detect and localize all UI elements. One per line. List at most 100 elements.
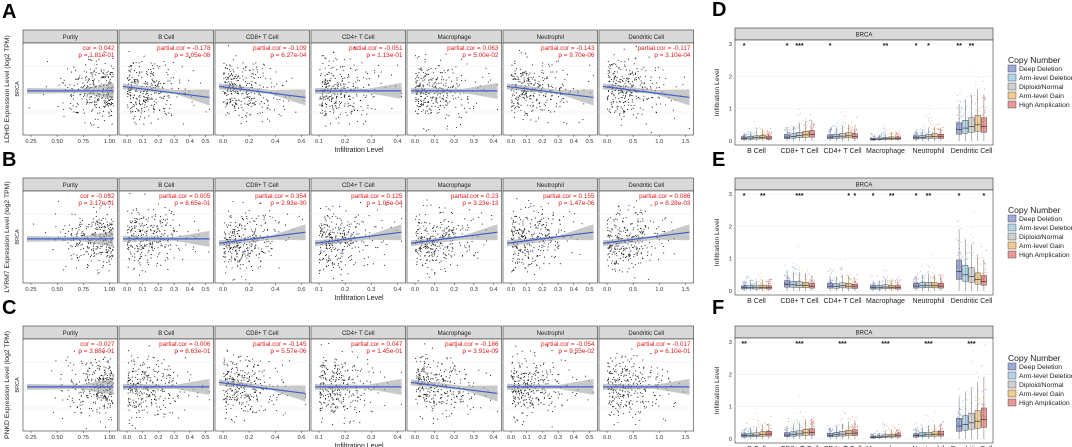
data-point <box>335 236 337 238</box>
data-point <box>102 405 104 407</box>
data-point <box>99 251 101 253</box>
data-point <box>96 396 98 398</box>
data-point <box>100 245 102 247</box>
data-point <box>517 262 519 264</box>
data-point <box>629 74 632 76</box>
data-point <box>626 78 628 80</box>
data-point <box>170 113 172 115</box>
data-point <box>148 109 150 111</box>
data-point <box>646 254 648 256</box>
data-point <box>366 78 368 80</box>
data-point <box>424 101 427 103</box>
data-point <box>68 395 70 397</box>
data-point <box>129 74 131 76</box>
data-point <box>330 250 333 252</box>
data-point <box>423 225 425 227</box>
data-point <box>150 122 152 124</box>
data-point <box>133 259 135 261</box>
data-point <box>352 85 354 88</box>
data-point <box>626 91 628 93</box>
data-point <box>451 232 454 234</box>
data-point <box>163 359 165 361</box>
data-point <box>467 95 469 97</box>
data-point <box>235 91 237 93</box>
data-point <box>110 114 112 116</box>
data-point <box>639 231 641 233</box>
data-point <box>367 256 369 258</box>
data-point <box>631 72 633 74</box>
data-point <box>91 124 93 126</box>
data-point <box>111 98 113 101</box>
data-point <box>71 71 73 73</box>
data-point <box>444 219 446 221</box>
data-point <box>153 80 155 83</box>
data-point <box>108 112 110 114</box>
data-point <box>81 404 83 406</box>
data-point <box>327 208 329 210</box>
data-point <box>239 77 241 79</box>
data-point <box>108 399 110 401</box>
data-point <box>544 95 546 97</box>
data-point <box>632 229 634 231</box>
data-point <box>177 247 179 249</box>
correlation-text: partial.cor = -0.178 <box>157 45 211 52</box>
data-point <box>419 222 421 224</box>
data-point <box>645 123 647 125</box>
data-point <box>331 236 333 238</box>
data-point <box>513 245 515 247</box>
data-point <box>538 81 540 83</box>
data-point <box>518 252 520 254</box>
data-point <box>105 373 107 375</box>
data-point <box>442 95 445 97</box>
data-point <box>130 244 132 246</box>
data-point <box>429 222 431 224</box>
data-point <box>556 103 558 105</box>
data-point <box>332 229 334 231</box>
data-point <box>89 96 91 98</box>
data-point <box>87 265 89 267</box>
data-point <box>550 95 552 97</box>
data-point <box>607 227 609 229</box>
data-point <box>345 242 347 245</box>
data-point <box>431 235 433 237</box>
data-point <box>329 111 331 113</box>
data-point <box>419 214 421 216</box>
data-point <box>660 103 662 105</box>
data-point <box>169 244 171 246</box>
data-point <box>530 202 532 204</box>
data-point <box>625 216 627 219</box>
data-point <box>630 250 632 252</box>
data-point <box>263 251 265 253</box>
data-point <box>231 97 233 99</box>
data-point <box>489 79 492 81</box>
data-point <box>103 76 105 78</box>
x-tick-label: 0.5 <box>585 139 593 145</box>
data-point <box>133 105 135 107</box>
regression-line <box>410 231 498 244</box>
data-point <box>138 382 140 384</box>
data-point <box>357 214 359 216</box>
data-point <box>160 379 162 381</box>
data-point <box>656 228 658 230</box>
data-point <box>523 77 525 79</box>
data-point <box>147 92 149 94</box>
data-point <box>237 265 239 267</box>
data-point <box>79 381 81 383</box>
data-point <box>442 97 444 99</box>
data-point <box>526 114 528 116</box>
data-point <box>613 224 615 226</box>
data-point <box>523 244 525 246</box>
data-point <box>440 268 442 270</box>
data-point <box>329 237 331 239</box>
data-point <box>128 75 130 77</box>
data-point <box>523 230 525 232</box>
data-point <box>663 231 666 233</box>
data-point <box>237 91 239 93</box>
data-point <box>610 111 612 114</box>
data-point <box>88 102 90 104</box>
data-point <box>429 248 431 250</box>
data-point <box>233 228 235 231</box>
data-point <box>629 254 631 256</box>
data-point <box>449 101 451 103</box>
